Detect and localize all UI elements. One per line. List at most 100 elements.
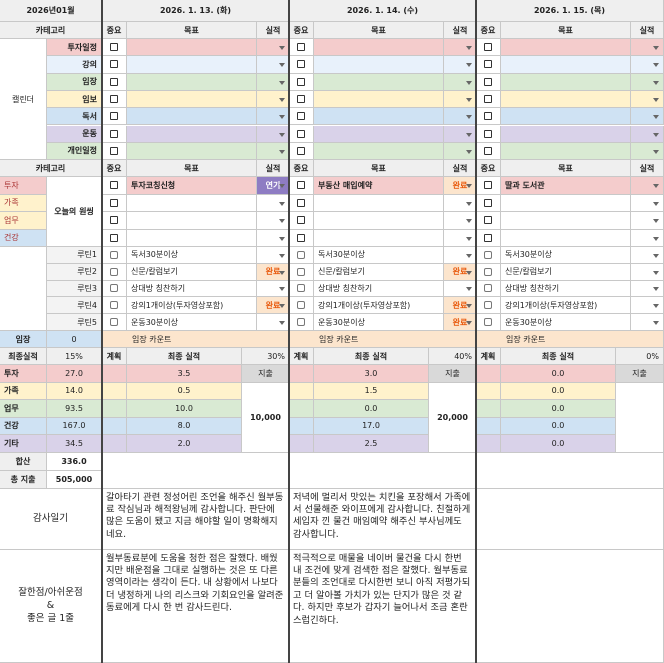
result-cell [631, 297, 664, 315]
checkbox[interactable] [297, 284, 305, 293]
routine-cell: 신문/칼럼보기 [314, 263, 444, 281]
checkbox[interactable] [110, 250, 118, 259]
importance-cell [476, 314, 501, 331]
checkbox[interactable] [484, 318, 492, 327]
checkbox[interactable] [297, 301, 305, 310]
checkbox[interactable] [484, 216, 492, 225]
importance-cell [289, 263, 314, 281]
checkbox[interactable] [484, 129, 492, 138]
checkbox[interactable] [484, 95, 492, 104]
expense-label: 지출 [242, 365, 290, 383]
routine-cell: 상대방 칭찬하기 [314, 280, 444, 298]
result-cell [631, 314, 664, 331]
checkbox[interactable] [110, 318, 118, 327]
finance-value: 3.5 [127, 365, 242, 383]
checkbox[interactable] [484, 301, 492, 310]
checkbox[interactable] [110, 146, 118, 155]
checkbox[interactable] [297, 129, 305, 138]
finance-category: 기타 [0, 435, 47, 453]
checkbox[interactable] [297, 77, 305, 86]
routine-cell: 강의1개이상(투자영상포함) [501, 297, 631, 315]
checkbox[interactable] [484, 181, 492, 190]
checkbox[interactable] [484, 112, 492, 121]
checkbox[interactable] [297, 112, 305, 121]
importance-cell [102, 142, 127, 161]
one-thing-label: 오늘의 원씽 [47, 177, 102, 247]
checkbox[interactable] [297, 198, 305, 207]
checkbox[interactable] [110, 60, 118, 69]
final-header: 최종 실적 [314, 348, 429, 365]
finance-total: 14.0 [47, 382, 102, 400]
routine-cell: 강의1개이상(투자영상포함) [314, 297, 444, 315]
checkbox[interactable] [110, 43, 118, 52]
result-cell [257, 108, 290, 126]
expense-value: 10,000 [242, 382, 290, 453]
checkbox[interactable] [110, 112, 118, 121]
checkbox[interactable] [110, 233, 118, 242]
routine-label: 루틴2 [47, 263, 102, 281]
result-cell [631, 90, 664, 109]
importance-cell [289, 39, 314, 57]
finance-value: 2.0 [127, 435, 242, 453]
calendar-label: 캘린더 [0, 39, 47, 161]
checkbox[interactable] [484, 60, 492, 69]
importance-cell [289, 90, 314, 109]
checkbox[interactable] [297, 43, 305, 52]
importance-cell [476, 56, 501, 74]
calendar-row-label: 강의 [47, 56, 102, 74]
checkbox[interactable] [110, 198, 118, 207]
finance-value: 1.5 [314, 382, 429, 400]
rate-value: 40% [429, 348, 477, 365]
routine-cell: 독서30분이상 [127, 247, 257, 264]
checkbox[interactable] [484, 233, 492, 242]
checkbox[interactable] [297, 250, 305, 259]
checkbox[interactable] [484, 146, 492, 155]
importance-cell [476, 229, 501, 247]
goal-header: 목표 [314, 160, 444, 177]
result-cell [631, 56, 664, 74]
checkbox[interactable] [297, 233, 305, 242]
checkbox[interactable] [110, 216, 118, 225]
checkbox[interactable] [110, 181, 118, 190]
checkbox[interactable] [297, 318, 305, 327]
checkbox[interactable] [484, 250, 492, 259]
checkbox[interactable] [484, 77, 492, 86]
result-cell [444, 90, 477, 109]
importance-cell [476, 125, 501, 143]
checkbox[interactable] [110, 267, 118, 276]
checkbox[interactable] [484, 198, 492, 207]
checkbox[interactable] [110, 77, 118, 86]
rate-value: 0% [616, 348, 664, 365]
checkbox[interactable] [484, 43, 492, 52]
importance-cell [476, 247, 501, 264]
blank-cell [102, 435, 127, 453]
expense-value: 20,000 [429, 382, 477, 453]
blank-cell [289, 365, 314, 383]
result-header: 실적 [257, 160, 290, 177]
routine-label: 루틴5 [47, 314, 102, 331]
importance-cell [289, 194, 314, 212]
result-cell [257, 125, 290, 143]
checkbox[interactable] [484, 267, 492, 276]
checkbox[interactable] [110, 284, 118, 293]
result-cell [444, 142, 477, 161]
checkbox[interactable] [110, 129, 118, 138]
visit-value: 0 [47, 331, 102, 348]
checkbox[interactable] [297, 95, 305, 104]
finance-value: 0.0 [501, 417, 616, 435]
checkbox[interactable] [110, 95, 118, 104]
gratitude-entry [476, 488, 664, 550]
checkbox[interactable] [297, 60, 305, 69]
sum-label: 합산 [0, 452, 47, 471]
checkbox[interactable] [297, 216, 305, 225]
finance-value: 0.0 [501, 435, 616, 453]
final-header: 최종 실적 [501, 348, 616, 365]
result-cell [257, 142, 290, 161]
checkbox[interactable] [297, 181, 305, 190]
checkbox[interactable] [297, 146, 305, 155]
checkbox[interactable] [110, 301, 118, 310]
checkbox[interactable] [484, 284, 492, 293]
result-header: 실적 [257, 22, 290, 39]
today-category: 업무 [0, 212, 47, 230]
checkbox[interactable] [297, 267, 305, 276]
